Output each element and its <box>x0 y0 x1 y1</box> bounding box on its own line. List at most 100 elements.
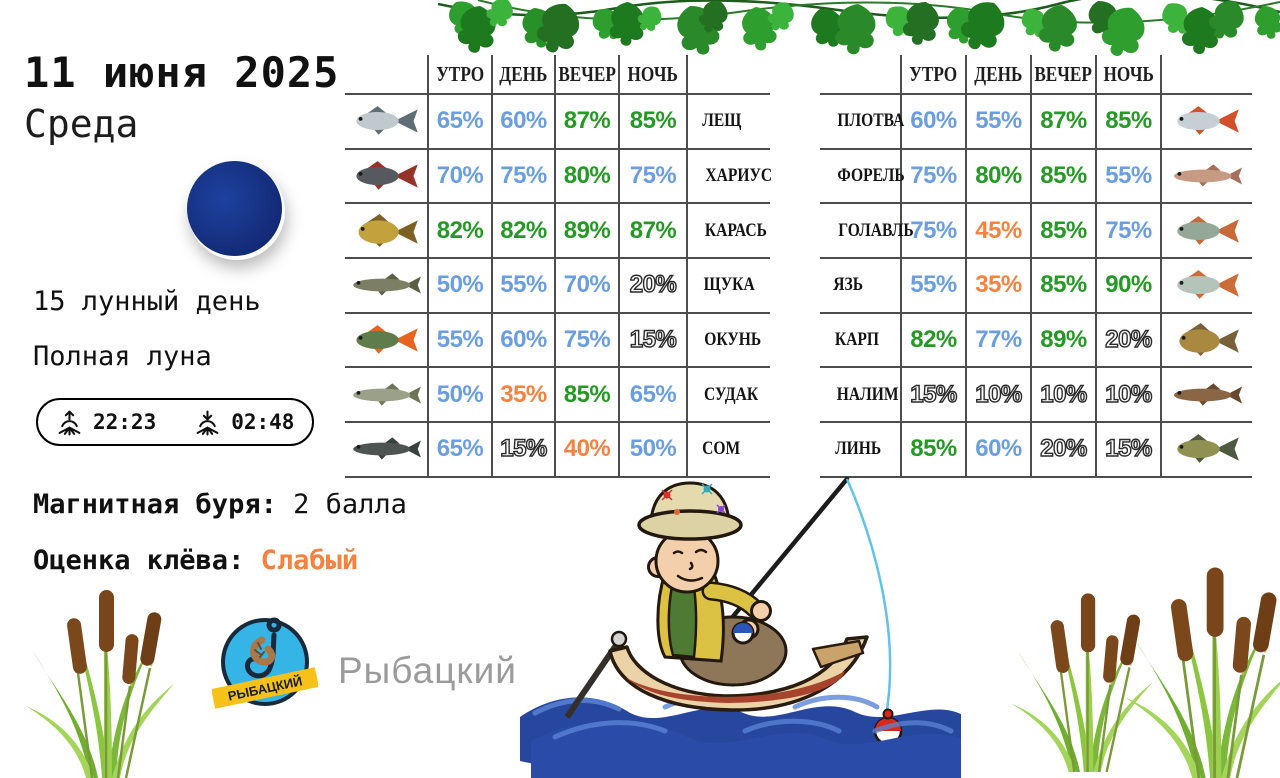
bite-percent-cell: 82% <box>427 204 491 260</box>
fish-icon <box>1177 106 1239 136</box>
bite-percent-cell: 15% <box>618 313 686 369</box>
bite-percent-cell: 85% <box>1030 204 1095 260</box>
bite-percent-cell: 85% <box>1030 259 1095 314</box>
ivy-vine-decoration <box>438 0 1280 60</box>
bite-percent-cell: 85% <box>900 423 965 478</box>
bite-percent-cell: 80% <box>965 149 1030 205</box>
magnetic-storm-label: Магнитная буря: <box>33 489 277 520</box>
date-title: 11 июня 2025 <box>24 48 340 97</box>
fish-icon <box>1179 323 1239 357</box>
bite-percent-cell: 50% <box>427 259 491 314</box>
fish-icon <box>358 213 418 247</box>
bite-percent-cell: 87% <box>554 95 618 150</box>
bite-rating-value: Слабый <box>260 545 359 576</box>
fish-name-cell: ГОЛАВЛЬ <box>820 204 914 260</box>
fish-image-cell <box>345 368 427 424</box>
bite-percent-cell: 80% <box>554 149 618 205</box>
fish-icon <box>356 325 418 354</box>
weekday-label: Среда <box>24 102 139 146</box>
fish-name-cell: ЛИНЬ <box>820 423 900 478</box>
bite-percent-cell: 89% <box>1030 313 1095 369</box>
bite-percent-cell: 15% <box>900 368 965 424</box>
lunar-day-label: 15 лунный день <box>33 286 261 317</box>
fish-icon <box>1177 434 1239 464</box>
magnetic-storm-line: Магнитная буря: 2 балла <box>33 489 407 520</box>
time-header: ВЕЧЕР <box>1030 55 1095 95</box>
bite-percent-cell: 10% <box>1095 368 1160 424</box>
bite-percent-cell: 45% <box>965 204 1030 260</box>
bite-percent-cell: 20% <box>1095 313 1160 369</box>
fish-icon <box>353 273 421 296</box>
moonrise-icon <box>56 409 83 436</box>
bite-percent-cell: 15% <box>491 423 554 478</box>
bite-percent-cell: 50% <box>618 423 686 478</box>
bite-percent-cell: 85% <box>618 95 686 150</box>
brand-name: Рыбацкий <box>338 650 517 691</box>
fish-name-cell: ОКУНЬ <box>686 313 770 369</box>
fish-image-cell <box>1160 95 1252 150</box>
bite-percent-cell: 89% <box>554 204 618 260</box>
moonset-icon <box>194 409 221 436</box>
moonset-time: 02:48 <box>231 410 295 434</box>
cattails-left-decoration <box>24 588 176 778</box>
bite-percent-cell: 75% <box>1095 204 1160 260</box>
bite-percent-cell: 75% <box>618 149 686 205</box>
fish-image-cell <box>345 314 427 369</box>
bite-percent-cell: 55% <box>427 313 491 369</box>
bite-rating-label: Оценка клёва: <box>33 545 245 576</box>
bite-percent-cell: 77% <box>965 313 1030 369</box>
bite-percent-cell: 85% <box>1095 95 1160 150</box>
time-header: НОЧЬ <box>618 55 686 95</box>
table-header-spacer <box>1160 55 1252 95</box>
fish-image-cell <box>1160 313 1252 369</box>
brand-logo: РЫБАЦКИЙ <box>212 617 318 709</box>
fish-name-cell: ХАРИУС <box>686 149 772 205</box>
fish-image-cell <box>345 204 427 260</box>
fish-icon <box>1174 164 1243 187</box>
bite-rating-line: Оценка клёва: Слабый <box>33 545 358 576</box>
moon-phase-image <box>187 161 285 260</box>
table-header-spacer <box>686 55 770 95</box>
fish-name-cell: ЛЕЩ <box>686 95 770 150</box>
bite-percent-cell: 75% <box>554 313 618 369</box>
bite-percent-cell: 55% <box>965 95 1030 150</box>
bite-percent-cell: 35% <box>491 368 554 424</box>
fisherman-illustration <box>520 476 961 778</box>
time-header: УТРО <box>427 55 491 95</box>
bite-percent-cell: 75% <box>900 149 965 205</box>
fish-icon <box>356 161 418 190</box>
bite-percent-cell: 85% <box>1030 149 1095 205</box>
bite-percent-cell: 70% <box>427 149 491 205</box>
bite-percent-cell: 15% <box>1095 423 1160 478</box>
bite-percent-cell: 50% <box>427 368 491 424</box>
table-header-spacer <box>345 55 427 95</box>
fish-icon <box>1174 383 1243 406</box>
bite-percent-cell: 87% <box>1030 95 1095 150</box>
table-header-spacer <box>820 55 900 95</box>
bite-percent-cell: 65% <box>427 95 491 150</box>
moon-times-pill: 22:23 02:48 <box>36 398 315 446</box>
fish-table-left: УТРО ДЕНЬ ВЕЧЕР НОЧЬ 65% 60% 87% 85% ЛЕЩ 70% 75%… <box>345 55 772 478</box>
bite-percent-cell: 70% <box>554 259 618 314</box>
bite-percent-cell: 60% <box>491 95 554 150</box>
fish-image-cell <box>1160 368 1252 424</box>
fish-name-cell: СУДАК <box>686 368 770 424</box>
bite-percent-cell: 85% <box>554 368 618 424</box>
time-header: ДЕНЬ <box>491 55 554 95</box>
fish-image-cell <box>1160 149 1252 205</box>
cattails-right-decoration <box>1010 566 1280 778</box>
bite-percent-cell: 40% <box>554 423 618 478</box>
bite-percent-cell: 82% <box>491 204 554 260</box>
bite-percent-cell: 60% <box>965 423 1030 478</box>
moon-phase-label: Полная луна <box>33 341 212 372</box>
moon-disc <box>187 161 282 256</box>
time-header: НОЧЬ <box>1095 55 1160 95</box>
fish-icon <box>1177 270 1239 300</box>
fish-icon <box>1177 215 1239 245</box>
bite-percent-cell: 65% <box>618 368 686 424</box>
bite-percent-cell: 82% <box>900 313 965 369</box>
bite-percent-cell: 60% <box>900 95 965 150</box>
fish-image-cell <box>345 423 427 478</box>
bite-percent-cell: 55% <box>1095 149 1160 205</box>
fish-image-cell <box>1160 259 1252 314</box>
